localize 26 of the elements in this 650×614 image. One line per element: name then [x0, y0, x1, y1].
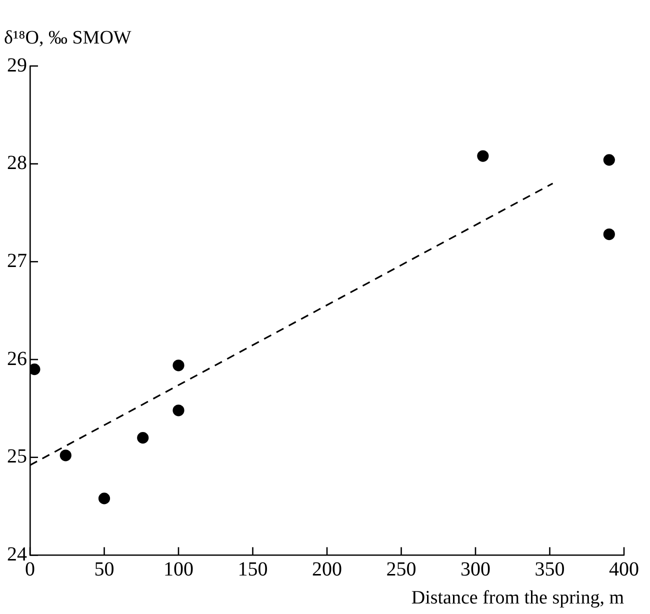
y-axis-title: δ¹⁸O, ‰ SMOW: [4, 27, 132, 48]
y-tick-label: 24: [7, 543, 27, 566]
x-tick-label: 350: [534, 558, 565, 580]
x-axis-title: Distance from the spring, m: [411, 588, 624, 609]
point: [477, 150, 489, 162]
x-tick-label: 200: [312, 558, 342, 580]
y-tick-label: 28: [7, 152, 27, 174]
x-tick-label: 0: [25, 558, 35, 580]
x-tick-label: 400: [609, 558, 639, 580]
point: [98, 492, 110, 504]
point: [603, 154, 615, 166]
y-tick-label: 29: [7, 54, 27, 76]
point: [137, 432, 149, 444]
x-tick-label: 300: [460, 558, 490, 580]
point: [60, 450, 72, 462]
y-tick-label: 27: [7, 250, 27, 272]
x-tick-label: 50: [94, 558, 114, 580]
point: [172, 360, 184, 372]
x-tick-label: 250: [386, 558, 416, 580]
y-tick-label: 25: [7, 446, 27, 468]
point: [172, 404, 184, 416]
x-tick-label: 100: [164, 558, 194, 580]
point: [603, 228, 615, 240]
x-tick-label: 150: [238, 558, 268, 580]
point: [30, 364, 40, 376]
y-tick-label: 26: [7, 348, 27, 370]
